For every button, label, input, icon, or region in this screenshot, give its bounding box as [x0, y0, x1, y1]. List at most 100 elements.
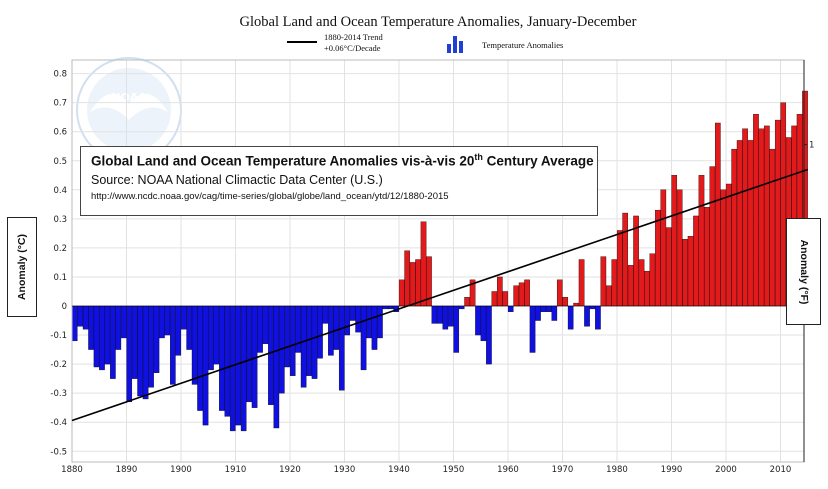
bar-1967 — [546, 305, 552, 312]
bar-1947 — [437, 305, 443, 324]
x-tick-label: 1950 — [443, 465, 465, 475]
bar-1964 — [529, 305, 536, 353]
bar-1980 — [616, 230, 623, 307]
bar-1889 — [120, 305, 127, 339]
y-axis-label-left-box: Anomaly (°C) — [7, 217, 37, 317]
bar-1975 — [589, 305, 596, 310]
bar-1949 — [447, 305, 454, 327]
bar-1884 — [93, 305, 100, 368]
bar-1969 — [556, 279, 563, 307]
bar-1999 — [720, 189, 727, 307]
bar-1948 — [442, 305, 449, 330]
bar-1973 — [578, 259, 585, 307]
bar-1963 — [524, 279, 530, 307]
bar-1909 — [229, 305, 236, 432]
annotation-title-sup: th — [474, 152, 483, 162]
bar-1993 — [687, 236, 694, 307]
bar-2004 — [747, 140, 754, 307]
bar-1982 — [627, 265, 634, 307]
bar-1914 — [257, 305, 263, 353]
bar-1899 — [175, 305, 182, 356]
bar-1957 — [491, 291, 498, 307]
bar-1986 — [649, 253, 656, 307]
chart-title: Global Land and Ocean Temperature Anomal… — [240, 14, 637, 30]
bar-1910 — [235, 305, 242, 426]
x-tick-label: 1890 — [116, 465, 138, 475]
bar-1985 — [644, 270, 650, 307]
bar-1994 — [693, 215, 699, 307]
bar-1955 — [480, 305, 487, 342]
bar-1950 — [453, 305, 460, 353]
annotation-source: Source: NOAA National Climactic Data Cen… — [91, 172, 383, 187]
bar-1942 — [409, 262, 416, 307]
bar-1893 — [142, 305, 149, 400]
x-tick-label: 2010 — [770, 465, 792, 475]
bar-1954 — [475, 305, 481, 336]
x-tick-label: 1900 — [170, 465, 192, 475]
bar-1997 — [709, 166, 716, 307]
bar-1908 — [224, 305, 231, 417]
y-tick-label: -0.2 — [50, 360, 67, 370]
bar-1991 — [676, 189, 683, 307]
bar-1987 — [655, 209, 661, 307]
annotation-title: Global Land and Ocean Temperature Anomal… — [91, 152, 594, 169]
noaa-logo-text: NOAA — [111, 91, 147, 104]
bar-1920 — [289, 305, 296, 376]
bar-1885 — [99, 305, 105, 371]
bar-1898 — [170, 305, 176, 385]
bar-1929 — [338, 305, 345, 391]
y-tick-label: 0.3 — [53, 215, 67, 225]
bar-1897 — [164, 305, 171, 336]
bar-1916 — [268, 305, 274, 405]
bar-1937 — [382, 305, 389, 310]
x-tick-label: 1990 — [661, 465, 683, 475]
x-tick-label: 1930 — [334, 465, 356, 475]
bar-2003 — [742, 128, 748, 307]
bar-1880 — [71, 305, 78, 342]
y-tick-label: 0.5 — [53, 157, 67, 167]
bar-1962 — [518, 282, 525, 307]
bar-1887 — [110, 305, 116, 379]
y-tick-label: 0.4 — [53, 186, 67, 196]
bar-1998 — [715, 122, 721, 307]
bar-1972 — [573, 302, 579, 307]
y-tick-label: -0.5 — [50, 447, 67, 457]
legend-trend-label-line2: +0.06°C/Decade — [324, 43, 381, 53]
bar-1977 — [600, 256, 607, 307]
y-axis-label-left: Anomaly (°C) — [16, 233, 28, 301]
bar-1883 — [88, 305, 94, 350]
bar-1971 — [567, 305, 574, 330]
y-tick-label: -0.1 — [50, 331, 67, 341]
bar-1890 — [126, 305, 133, 403]
bar-1958 — [497, 276, 503, 307]
bar-1900 — [180, 305, 187, 330]
bar-1891 — [131, 305, 138, 379]
y-tick-label: 0.6 — [53, 128, 67, 138]
axes: 0.8 0.7 0.6 0.5 0.4 0.3 0.2 0.1 0 -0.1 -0.2 -0.3 -0.… — [50, 59, 814, 475]
bar-1894 — [148, 305, 154, 388]
annotation-title-main: Global Land and Ocean Temperature Anomal… — [91, 153, 475, 169]
bar-1882 — [82, 305, 89, 330]
bar-1933 — [360, 305, 367, 371]
bar-1915 — [262, 305, 269, 344]
bar-1978 — [606, 285, 612, 307]
bar-1940 — [398, 279, 405, 307]
bar-1902 — [191, 305, 198, 385]
bars — [71, 90, 808, 432]
bar-2007 — [764, 125, 770, 307]
bar-1974 — [584, 305, 590, 327]
y-tick-label: 0.1 — [53, 273, 67, 283]
bar-1976 — [595, 305, 601, 330]
bar-2005 — [753, 114, 759, 307]
bar-1912 — [246, 305, 252, 403]
bar-1911 — [240, 305, 247, 432]
legend-bars-swatch — [447, 36, 463, 53]
bar-1956 — [486, 305, 492, 365]
bar-1944 — [420, 221, 427, 307]
x-tick-label: 1880 — [61, 465, 83, 475]
y-axis-label-right: Anomaly (°F) — [797, 239, 810, 304]
legend-trend-label-line1: 1880-2014 Trend — [324, 32, 384, 42]
bar-1943 — [415, 259, 421, 307]
bar-1952 — [464, 297, 470, 307]
